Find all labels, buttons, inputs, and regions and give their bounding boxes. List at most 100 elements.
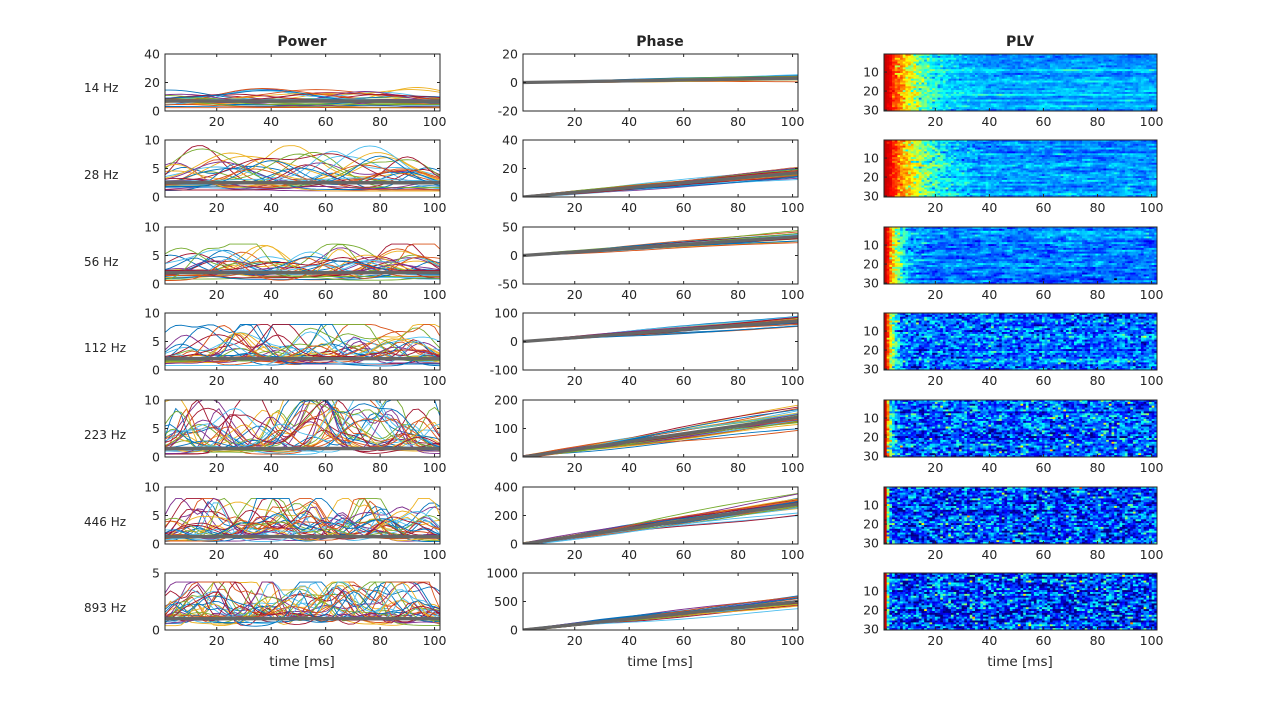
plv-cell	[961, 73, 965, 76]
plv-cell	[886, 59, 890, 62]
plv-cell	[983, 67, 987, 70]
plv-cell	[993, 57, 997, 61]
plv-cell	[913, 74, 917, 78]
plv-cell	[1076, 73, 1080, 76]
plv-cell	[969, 54, 973, 57]
plv-cell	[889, 57, 893, 61]
plv-cell	[956, 69, 960, 72]
plv-cell	[942, 55, 946, 59]
plv-cell	[980, 55, 984, 59]
plv-cell	[913, 73, 917, 76]
plv-cell	[1068, 69, 1072, 72]
phase-panel-446hz-y-tick-label: 200	[494, 508, 518, 523]
plv-cell	[1052, 71, 1056, 74]
phase-panel-893hz-y-tick-label: 1000	[486, 566, 518, 581]
phase-panel-223hz-lines	[523, 404, 798, 457]
power-trial-line	[165, 497, 440, 538]
plv-cell	[966, 69, 970, 72]
power-panel-56hz-x-tick-label: 20	[209, 287, 225, 302]
plv-cell	[983, 55, 987, 59]
phase-panel-14hz-x-tick-label: 40	[621, 114, 637, 129]
power-trial-line	[165, 497, 440, 539]
plv-cell	[929, 67, 933, 70]
plv-cell	[1146, 55, 1150, 59]
plv-cell	[905, 78, 909, 81]
plv-cell	[985, 73, 989, 76]
plv-cell	[975, 73, 979, 76]
plv-cell	[1071, 63, 1075, 66]
plv-cell	[972, 55, 976, 59]
plv-cell	[1033, 73, 1037, 76]
plv-cell	[905, 65, 909, 68]
plv-cell	[908, 55, 912, 59]
plv-cell	[884, 61, 888, 64]
plv-cell	[966, 61, 970, 64]
plv-cell	[937, 65, 941, 68]
plv-cell	[1130, 63, 1134, 66]
plv-cell	[902, 78, 906, 81]
plv-cell	[1023, 74, 1027, 78]
plv-cell	[993, 69, 997, 72]
plv-cell	[902, 69, 906, 72]
plv-cell	[991, 71, 995, 74]
plv-cell	[1154, 65, 1158, 68]
plv-cell	[953, 74, 957, 78]
plv-cell	[1114, 71, 1118, 74]
plv-cell	[1017, 54, 1021, 57]
plv-cell	[937, 54, 941, 57]
power-trial-line	[165, 150, 440, 179]
plv-cell	[1015, 71, 1019, 74]
plv-cell	[921, 71, 925, 74]
plv-cell	[1092, 65, 1096, 68]
plv-cell	[964, 74, 968, 78]
plv-cell	[913, 76, 917, 80]
phase-panel-56hz-y-tick-label: -50	[498, 277, 518, 292]
plv-cell	[1063, 54, 1067, 57]
plv-cell	[894, 74, 898, 78]
plv-cell	[942, 59, 946, 62]
plv-cell	[1084, 59, 1088, 62]
power-trial-line	[165, 243, 440, 281]
plv-cell	[1071, 54, 1075, 57]
plv-cell	[1012, 69, 1016, 72]
plv-cell	[894, 69, 898, 72]
plv-cell	[910, 67, 914, 70]
phase-panel-14hz-y-tick-label: 20	[502, 47, 518, 62]
plv-cell	[961, 63, 965, 66]
plv-cell	[1119, 74, 1123, 78]
plv-cell	[1031, 65, 1035, 68]
plv-cell	[966, 57, 970, 61]
plv-cell	[1124, 69, 1128, 72]
plv-cell	[1146, 59, 1150, 62]
plv-cell	[934, 67, 938, 70]
plv-cell	[1033, 61, 1037, 64]
plv-cell	[977, 73, 981, 76]
plv-cell	[1063, 74, 1067, 78]
plv-cell	[969, 76, 973, 80]
plv-cell	[1066, 54, 1070, 57]
plv-cell	[969, 59, 973, 62]
plv-cell	[921, 73, 925, 76]
plv-cell	[1025, 73, 1029, 76]
plv-cell	[1116, 65, 1120, 68]
phase-panel-56hz-x-tick-label: 40	[621, 287, 637, 302]
plv-cell	[1004, 71, 1008, 74]
plv-cell	[1098, 55, 1102, 59]
plv-cell	[956, 57, 960, 61]
plv-cell	[988, 54, 992, 57]
plv-cell	[999, 54, 1003, 57]
power-panel-446hz-y-tick-label: 0	[152, 537, 160, 552]
plv-cell	[937, 59, 941, 62]
plv-cell	[1074, 61, 1078, 64]
plv-cell	[1076, 71, 1080, 74]
plv-cell	[1068, 74, 1072, 78]
plv-cell	[972, 74, 976, 78]
plv-cell	[1122, 63, 1126, 66]
plv-cell	[1012, 63, 1016, 66]
plv-cell	[985, 55, 989, 59]
plv-cell	[964, 73, 968, 76]
plv-cell	[1052, 61, 1056, 64]
plv-cell	[1143, 61, 1147, 64]
